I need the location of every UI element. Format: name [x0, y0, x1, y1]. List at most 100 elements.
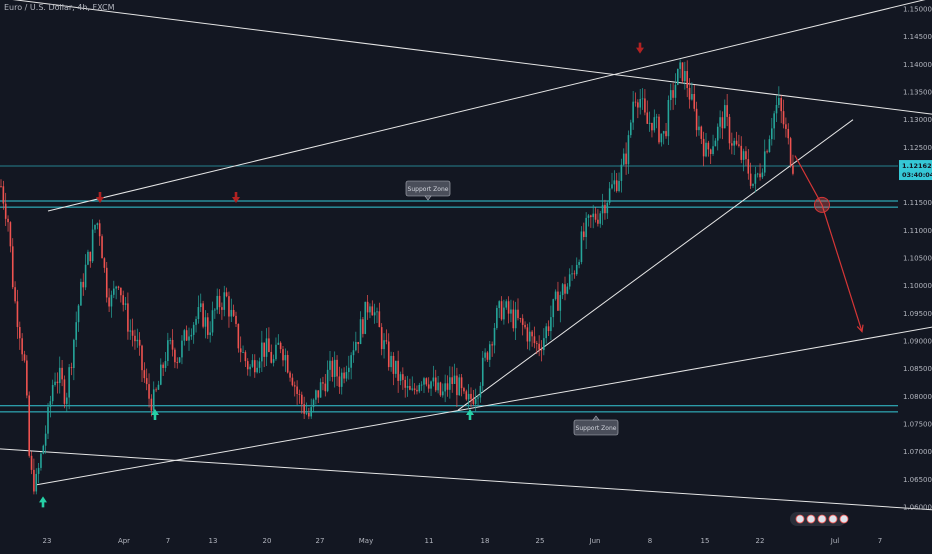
candle-body	[585, 217, 587, 238]
candle-body	[183, 330, 186, 341]
candle-body	[286, 354, 289, 373]
candle-body	[35, 473, 38, 492]
candle-body	[56, 381, 59, 384]
candle-body	[557, 291, 559, 311]
candle-body	[364, 301, 367, 334]
candle-body	[712, 146, 714, 155]
candle-body	[702, 138, 705, 157]
projection-target-circle[interactable]	[814, 196, 830, 213]
candle-body	[178, 357, 181, 363]
candle-body	[277, 342, 280, 345]
candle-body	[778, 98, 780, 105]
candle-body	[9, 222, 12, 247]
y-tick-label: 1.08000	[903, 393, 932, 401]
candle-body	[331, 360, 334, 377]
candle-body	[601, 204, 604, 214]
candle-body	[693, 94, 696, 109]
candle-body	[771, 128, 773, 140]
candle-body	[322, 382, 324, 384]
control-dot-icon[interactable]	[828, 514, 838, 524]
candle-body	[543, 338, 545, 351]
control-dot-icon[interactable]	[839, 514, 849, 524]
candle-body	[343, 372, 345, 379]
control-dot-icon[interactable]	[795, 514, 805, 524]
candle-body	[528, 331, 531, 342]
candle-body	[110, 294, 113, 307]
candle-body	[392, 355, 395, 374]
candle-body	[416, 389, 418, 392]
projection-path[interactable]	[794, 155, 863, 332]
candle-body	[230, 309, 233, 317]
candle-body	[171, 339, 174, 350]
control-dot-icon[interactable]	[817, 514, 827, 524]
x-tick-label: Jul	[830, 537, 840, 545]
chart-title: Euro / U.S. Dollar, 4h, FXCM	[4, 3, 115, 12]
candle-body	[167, 340, 169, 362]
support-zone-upper-pointer	[424, 195, 432, 201]
candle-body	[637, 102, 639, 108]
candle-body	[70, 367, 73, 369]
y-tick-label: 1.14500	[903, 33, 932, 41]
time-axis[interactable]	[0, 526, 898, 550]
candle-body	[594, 213, 597, 220]
down-arrow-icon	[96, 191, 104, 203]
candle-body	[117, 286, 120, 288]
candle-body	[745, 151, 747, 160]
price-axis[interactable]	[898, 0, 932, 550]
candle-body	[481, 357, 484, 386]
candle-body	[211, 310, 214, 333]
candle-body	[0, 186, 2, 187]
trend-line-3[interactable]	[35, 326, 932, 486]
trend-line-1[interactable]	[47, 0, 932, 212]
candle-body	[7, 218, 9, 223]
candle-body	[524, 324, 526, 328]
candle-body	[611, 184, 613, 189]
candle-body	[606, 202, 609, 214]
candle-body	[709, 149, 712, 155]
x-tick-label: 20	[263, 537, 272, 545]
control-dot-icon[interactable]	[806, 514, 816, 524]
candle-body	[625, 153, 627, 165]
candle-body	[58, 367, 61, 384]
candle-body	[246, 361, 249, 370]
candle-body	[105, 267, 108, 298]
candle-body	[362, 319, 364, 334]
up-arrow-icon	[39, 496, 47, 508]
candle-body	[573, 273, 576, 275]
trend-line-0[interactable]	[0, 0, 932, 115]
candle-body	[101, 236, 103, 259]
candle-body	[406, 385, 409, 388]
candle-body	[258, 361, 261, 368]
candle-body	[644, 98, 646, 113]
candle-body	[655, 116, 658, 118]
x-tick-label: 23	[43, 537, 52, 545]
candle-body	[752, 183, 754, 186]
candle-body	[120, 287, 122, 296]
candle-body	[782, 111, 785, 125]
x-tick-label: May	[359, 537, 373, 545]
candle-body	[214, 309, 216, 311]
candle-body	[674, 84, 677, 98]
candle-body	[152, 389, 155, 411]
candle-body	[33, 469, 35, 492]
candle-body	[453, 375, 456, 384]
candle-body	[61, 367, 63, 380]
candle-body	[340, 372, 343, 387]
candle-body	[599, 213, 602, 224]
candle-body	[700, 126, 703, 139]
candle-body	[467, 393, 470, 400]
candle-body	[695, 108, 698, 131]
trend-line-2[interactable]	[0, 448, 932, 511]
candle-body	[451, 377, 453, 384]
trend-line-4[interactable]	[457, 119, 854, 411]
candle-body	[160, 364, 162, 385]
candle-body	[669, 90, 672, 100]
y-tick-label: 1.08500	[903, 365, 932, 373]
candle-body	[209, 332, 211, 335]
candle-body	[192, 324, 195, 335]
candle-body	[155, 389, 157, 391]
candle-body	[129, 330, 132, 332]
candle-body	[742, 151, 745, 160]
